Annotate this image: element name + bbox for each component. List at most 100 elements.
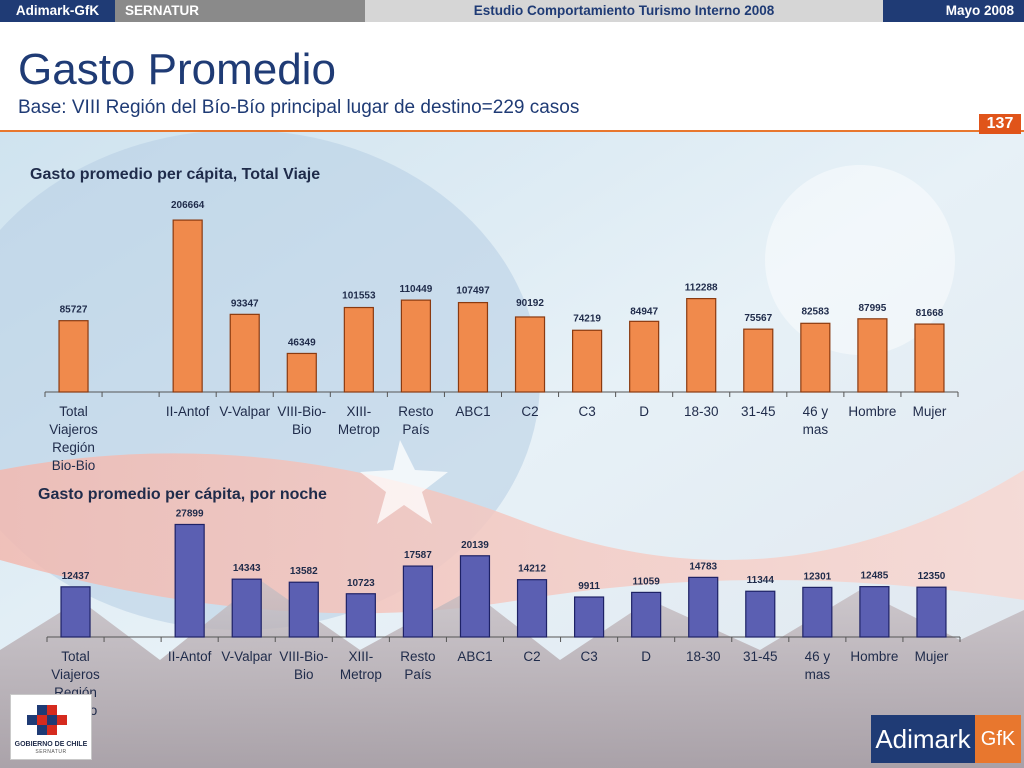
category-tick-label: Resto bbox=[400, 649, 435, 664]
category-tick-label: VIII-Bio- bbox=[279, 649, 328, 664]
category-tick-label: ABC1 bbox=[455, 404, 490, 419]
bar bbox=[345, 593, 376, 638]
data-label: 107497 bbox=[456, 286, 490, 297]
data-label: 13582 bbox=[290, 566, 318, 577]
bar bbox=[402, 565, 434, 638]
data-label: 82583 bbox=[801, 306, 829, 317]
chart-title-total-trip: Gasto promedio per cápita, Total Viaje bbox=[30, 166, 321, 183]
bar bbox=[802, 586, 833, 638]
data-label: 75567 bbox=[744, 313, 772, 324]
bar bbox=[514, 316, 546, 393]
category-tick-label: Bio bbox=[294, 667, 314, 682]
data-label: 84947 bbox=[630, 306, 658, 317]
page-title: Gasto Promedio bbox=[18, 45, 336, 94]
data-label: 12301 bbox=[803, 571, 831, 582]
slide-header: Gasto Promedio Base: VIII Región del Bío… bbox=[0, 22, 1024, 132]
bar bbox=[459, 555, 491, 638]
bar bbox=[686, 297, 717, 393]
category-tick-label: Hombre bbox=[848, 404, 896, 419]
bar bbox=[60, 586, 91, 638]
data-label: 11059 bbox=[633, 576, 661, 587]
government-logo-subtext: SERNATUR bbox=[35, 749, 67, 755]
header-divider bbox=[0, 130, 1024, 132]
category-tick-label: 18-30 bbox=[686, 649, 721, 664]
data-label: 93347 bbox=[231, 298, 259, 309]
category-tick-label: Total bbox=[59, 404, 88, 419]
bar bbox=[745, 590, 776, 638]
category-tick-label: II-Antof bbox=[166, 404, 210, 419]
bar bbox=[857, 318, 888, 393]
study-title: Estudio Comportamiento Turismo Interno 2… bbox=[365, 0, 883, 22]
data-label: 87995 bbox=[859, 303, 887, 314]
category-tick-label: País bbox=[404, 667, 431, 682]
data-label: 14212 bbox=[518, 564, 546, 575]
bar bbox=[631, 591, 662, 638]
bar bbox=[800, 322, 831, 393]
data-label: 14343 bbox=[233, 563, 261, 574]
bar bbox=[516, 579, 548, 638]
client-label: SERNATUR bbox=[115, 0, 365, 22]
category-tick-label: Resto bbox=[398, 404, 433, 419]
category-tick-label: VIII-Bio- bbox=[277, 404, 326, 419]
category-tick-label: 31-45 bbox=[743, 649, 778, 664]
category-tick-label: Región bbox=[52, 440, 95, 455]
chart-title-per-night: Gasto promedio per cápita, por noche bbox=[38, 486, 327, 503]
data-label: 85727 bbox=[60, 305, 88, 316]
category-tick-label: 46 y bbox=[805, 649, 831, 664]
data-label: 206664 bbox=[171, 200, 205, 211]
chile-flag-logo-icon bbox=[27, 705, 67, 735]
bar bbox=[174, 523, 205, 638]
category-tick-label: V-Valpar bbox=[219, 404, 270, 419]
bar bbox=[457, 301, 489, 393]
category-tick-label: Viajeros bbox=[49, 422, 98, 437]
category-tick-label: Bio-Bio bbox=[52, 458, 96, 473]
category-tick-label: XIII- bbox=[346, 404, 371, 419]
data-label: 20139 bbox=[461, 540, 489, 551]
data-label: 101553 bbox=[342, 291, 376, 302]
top-bar: Adimark-GfK SERNATUR Estudio Comportamie… bbox=[0, 0, 1024, 22]
brand-label: Adimark-GfK bbox=[0, 0, 115, 22]
category-tick-label: Viajeros bbox=[51, 667, 100, 682]
category-tick-label: Bio bbox=[292, 422, 312, 437]
data-label: 14783 bbox=[689, 561, 717, 572]
bar bbox=[916, 586, 947, 638]
bar bbox=[629, 320, 660, 393]
category-tick-label: 18-30 bbox=[684, 404, 719, 419]
bar bbox=[688, 576, 719, 638]
category-tick-label: País bbox=[402, 422, 429, 437]
category-tick-label: Mujer bbox=[915, 649, 949, 664]
category-tick-label: D bbox=[639, 404, 649, 419]
category-tick-label: 31-45 bbox=[741, 404, 776, 419]
page-subtitle: Base: VIII Región del Bío-Bío principal … bbox=[18, 97, 580, 118]
category-tick-label: C3 bbox=[578, 404, 595, 419]
category-tick-label: ABC1 bbox=[457, 649, 492, 664]
category-tick-label: Metrop bbox=[338, 422, 380, 437]
category-tick-label: C2 bbox=[523, 649, 540, 664]
data-label: 12485 bbox=[861, 571, 889, 582]
category-tick-label: mas bbox=[803, 422, 829, 437]
date-label: Mayo 2008 bbox=[883, 0, 1024, 22]
bar bbox=[859, 586, 890, 638]
gfk-logo-text: GfK bbox=[975, 715, 1021, 763]
bar bbox=[229, 313, 260, 393]
data-label: 17587 bbox=[404, 550, 432, 561]
category-tick-label: V-Valpar bbox=[221, 649, 272, 664]
category-tick-label: C3 bbox=[580, 649, 597, 664]
data-label: 12437 bbox=[62, 571, 90, 582]
bar bbox=[58, 320, 89, 393]
bar bbox=[343, 306, 374, 393]
category-tick-label: XIII- bbox=[348, 649, 373, 664]
category-tick-label: 46 y bbox=[803, 404, 829, 419]
bar bbox=[914, 323, 945, 393]
category-tick-label: Mujer bbox=[913, 404, 947, 419]
data-label: 110449 bbox=[399, 284, 432, 295]
bar bbox=[743, 328, 774, 393]
bar bbox=[286, 352, 317, 393]
data-label: 12350 bbox=[918, 571, 946, 582]
bar bbox=[288, 581, 319, 638]
bar bbox=[400, 299, 432, 393]
category-tick-label: C2 bbox=[521, 404, 538, 419]
government-logo-text: GOBIERNO DE CHILE bbox=[14, 741, 88, 748]
